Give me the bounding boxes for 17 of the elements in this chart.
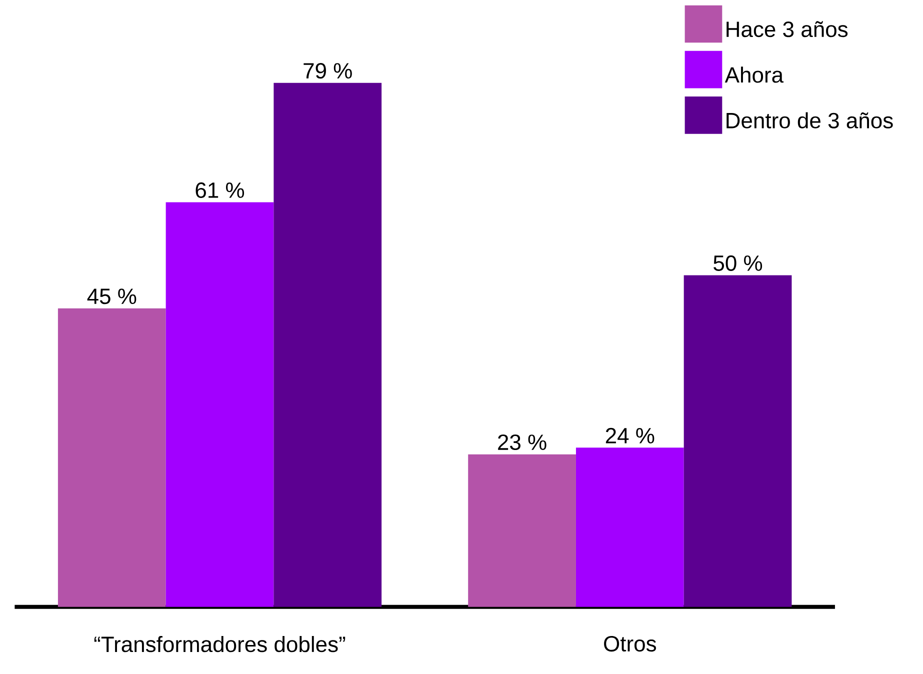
bar <box>576 448 684 608</box>
legend-label: Dentro de 3 años <box>726 112 893 129</box>
x-tick-label: Otros <box>604 636 656 652</box>
bar <box>58 308 166 608</box>
bar <box>166 202 274 608</box>
x-tick-label: “Transformadores dobles” <box>94 636 346 652</box>
data-label: 45 % <box>87 288 136 304</box>
data-label: 61 % <box>196 182 244 198</box>
data-label: 23 % <box>498 434 546 450</box>
bar <box>274 83 382 608</box>
data-label: 79 % <box>304 63 352 79</box>
bar <box>468 454 576 608</box>
bar <box>684 275 792 608</box>
data-label: 50 % <box>714 256 762 272</box>
legend-label: Hace 3 años <box>726 21 848 38</box>
data-label: 24 % <box>606 428 654 444</box>
legend-label: Ahora <box>724 66 784 83</box>
